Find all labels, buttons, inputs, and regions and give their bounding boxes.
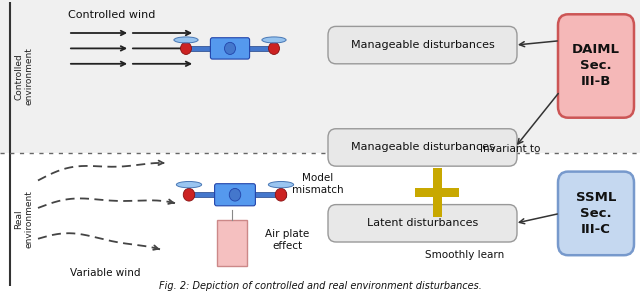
Text: DAIML
Sec.
III-B: DAIML Sec. III-B <box>572 43 620 89</box>
Text: Model
mismatch: Model mismatch <box>292 173 344 195</box>
Text: Controlled wind: Controlled wind <box>68 10 156 20</box>
Ellipse shape <box>177 181 202 188</box>
FancyBboxPatch shape <box>328 26 517 64</box>
Text: Air plate
effect: Air plate effect <box>265 229 309 251</box>
Text: Fig. 2: Depiction of controlled and real environment disturbances.: Fig. 2: Depiction of controlled and real… <box>159 281 481 291</box>
Circle shape <box>180 42 191 54</box>
FancyBboxPatch shape <box>328 205 517 242</box>
Text: Manageable disturbances: Manageable disturbances <box>351 143 494 152</box>
FancyBboxPatch shape <box>182 46 212 51</box>
Text: Invariant to: Invariant to <box>480 143 540 154</box>
FancyBboxPatch shape <box>558 14 634 118</box>
Text: Latent disturbances: Latent disturbances <box>367 218 478 228</box>
FancyBboxPatch shape <box>214 184 255 206</box>
Text: Controlled
environment: Controlled environment <box>14 48 33 105</box>
FancyBboxPatch shape <box>184 192 216 197</box>
Bar <box>433 168 442 217</box>
Ellipse shape <box>268 181 294 188</box>
FancyBboxPatch shape <box>558 172 634 255</box>
Circle shape <box>275 188 287 201</box>
Bar <box>0 0 640 153</box>
FancyBboxPatch shape <box>217 220 247 266</box>
FancyBboxPatch shape <box>253 192 285 197</box>
FancyBboxPatch shape <box>328 129 517 166</box>
Text: Real
environment: Real environment <box>14 191 33 248</box>
Circle shape <box>269 42 280 54</box>
Circle shape <box>225 42 236 54</box>
Circle shape <box>183 188 195 201</box>
Text: Variable wind: Variable wind <box>70 268 140 278</box>
Text: Smoothly learn: Smoothly learn <box>426 250 504 260</box>
FancyBboxPatch shape <box>211 38 250 59</box>
Bar <box>415 187 459 198</box>
Text: Manageable disturbances: Manageable disturbances <box>351 40 494 50</box>
Ellipse shape <box>174 37 198 43</box>
Circle shape <box>229 188 241 201</box>
FancyBboxPatch shape <box>248 46 278 51</box>
Text: SSML
Sec.
III-C: SSML Sec. III-C <box>576 191 616 236</box>
Ellipse shape <box>262 37 286 43</box>
